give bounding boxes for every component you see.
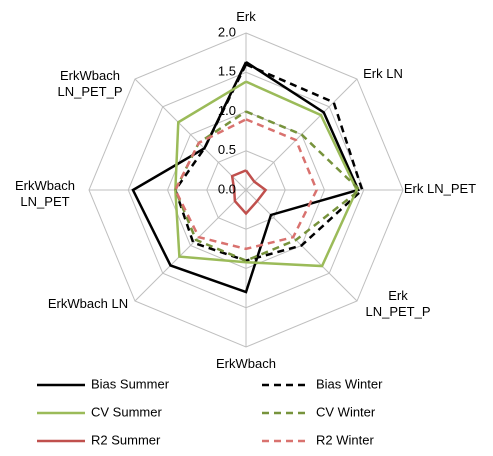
series-line: [173, 110, 362, 263]
legend-label: R2 Summer: [91, 432, 161, 447]
series-line: [173, 118, 319, 251]
category-label: Erk LN_PET_P: [365, 288, 430, 319]
category-label: Erk LN: [363, 66, 403, 81]
spoke: [134, 189, 247, 302]
legend-label: CV Summer: [91, 404, 162, 419]
series-line: [173, 63, 364, 262]
r-tick-label: 2.0: [218, 24, 236, 39]
category-label: ErkWbach LN_PET: [15, 178, 75, 209]
category-label: ErkWbach LN: [48, 296, 128, 311]
r-tick-label: 1.0: [218, 103, 236, 118]
series-line: [174, 80, 359, 268]
legend-label: R2 Winter: [316, 432, 374, 447]
category-label: ErkWbach LN_PET_P: [57, 68, 122, 99]
spoke: [134, 78, 247, 191]
legend-label: Bias Winter: [316, 376, 383, 391]
category-label: Erk LN_PET: [404, 181, 476, 196]
category-label: ErkWbach: [216, 356, 276, 371]
legend-label: CV Winter: [316, 404, 376, 419]
r-tick-label: 0.5: [218, 142, 236, 157]
series-line: [131, 60, 360, 294]
r-tick-label: 0.0: [218, 181, 236, 196]
category-label: Erk: [236, 9, 256, 24]
legend-label: Bias Summer: [91, 376, 170, 391]
series-line: [230, 169, 268, 216]
r-tick-label: 1.5: [218, 64, 236, 79]
